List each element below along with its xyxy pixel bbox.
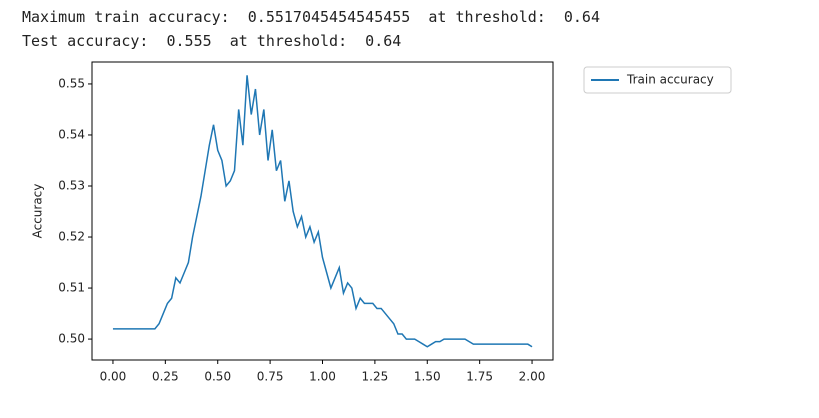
x-tick-label: 0.50 (204, 370, 231, 384)
x-tick-label: 1.25 (362, 370, 389, 384)
x-tick-label: 1.00 (309, 370, 336, 384)
y-tick-label: 0.52 (58, 230, 85, 244)
x-tick-label: 1.50 (414, 370, 441, 384)
legend-box (583, 66, 732, 94)
x-tick-label: 0.25 (152, 370, 179, 384)
axes-frame (91, 61, 554, 361)
output-line: Maximum train accuracy: 0.55170454545454… (22, 8, 600, 26)
x-tick-label: 1.75 (466, 370, 493, 384)
output-line: Test accuracy: 0.555 at threshold: 0.64 (22, 32, 402, 50)
x-tick-label: 0.00 (100, 370, 127, 384)
x-tick-label: 2.00 (519, 370, 546, 384)
line (112, 75, 533, 348)
x-tick-label: 0.75 (257, 370, 284, 384)
y-axis-label: Accuracy (31, 184, 45, 239)
y-tick-label: 0.54 (58, 127, 85, 141)
y-tick-label: 0.53 (58, 178, 85, 192)
y-tick-label: 0.50 (58, 332, 85, 346)
legend-label: Train accuracy (626, 73, 714, 87)
y-tick-label: 0.55 (58, 76, 85, 90)
y-tick-label: 0.51 (58, 281, 85, 295)
